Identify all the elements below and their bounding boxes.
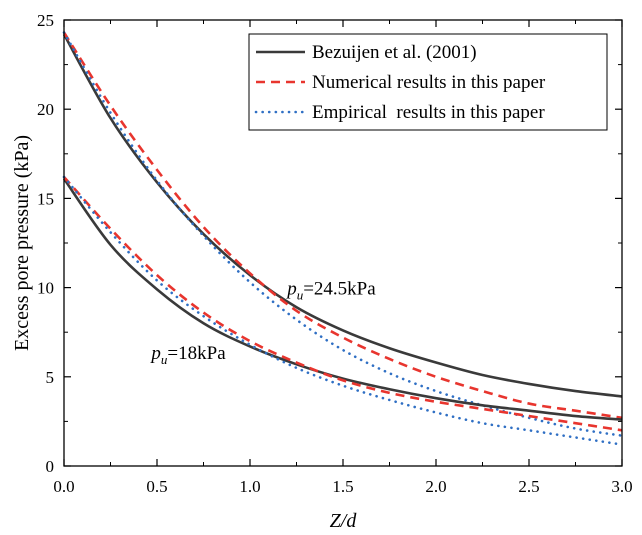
x-axis-title: Z/d	[330, 510, 358, 532]
series-line-dotted-pu-24-5	[62, 31, 624, 437]
series-line-solid-pu-18	[62, 178, 623, 421]
legend-entry-empirical: Empirical results in this paper	[254, 102, 545, 123]
y-tick-label: 5	[46, 368, 55, 387]
annotation-pu-24-5: pu=24.5kPa	[285, 279, 376, 303]
x-tick-label: 2.5	[518, 477, 539, 496]
legend-entry-numerical: Numerical results in this paper	[256, 72, 546, 93]
legend-entry-bezuijen: Bezuijen et al. (2001)	[256, 42, 477, 63]
y-tick-label: 20	[37, 100, 54, 119]
y-axis-title: Excess pore pressure (kPa)	[11, 135, 33, 351]
series-line-solid-pu-24-5	[62, 33, 623, 398]
series-line-dashed-pu-18	[63, 176, 623, 432]
x-tick-label: 3.0	[611, 477, 632, 496]
x-tick-label: 2.0	[425, 477, 446, 496]
legend-label: Bezuijen et al. (2001)	[312, 42, 477, 63]
legend-label: Empirical results in this paper	[312, 102, 545, 123]
legend-label: Numerical results in this paper	[312, 72, 546, 93]
series-line-dashed-pu-24-5	[62, 31, 623, 420]
x-tick-label: 0.5	[146, 477, 167, 496]
y-tick-label: 10	[37, 279, 54, 298]
annotation-layer: pu=24.5kPa pu=18kPa	[149, 279, 376, 367]
y-tick-label: 15	[37, 189, 54, 208]
x-tick-label: 1.0	[239, 477, 260, 496]
x-tick-label: 1.5	[332, 477, 353, 496]
y-tick-label: 0	[46, 457, 55, 476]
series-line-dotted-pu-18	[62, 175, 624, 446]
x-tick-label: 0.0	[53, 477, 74, 496]
legend-box	[248, 33, 608, 131]
series-layer	[62, 31, 624, 446]
ticks-layer: 0.0 0.5 1.0 1.5 2.0 2.5 3.0 0 5 10 15 20 25	[37, 11, 633, 496]
y-tick-label: 25	[37, 11, 54, 30]
legend: Bezuijen et al. (2001) Numerical results…	[248, 33, 608, 131]
annotation-pu-18: pu=18kPa	[149, 343, 226, 367]
